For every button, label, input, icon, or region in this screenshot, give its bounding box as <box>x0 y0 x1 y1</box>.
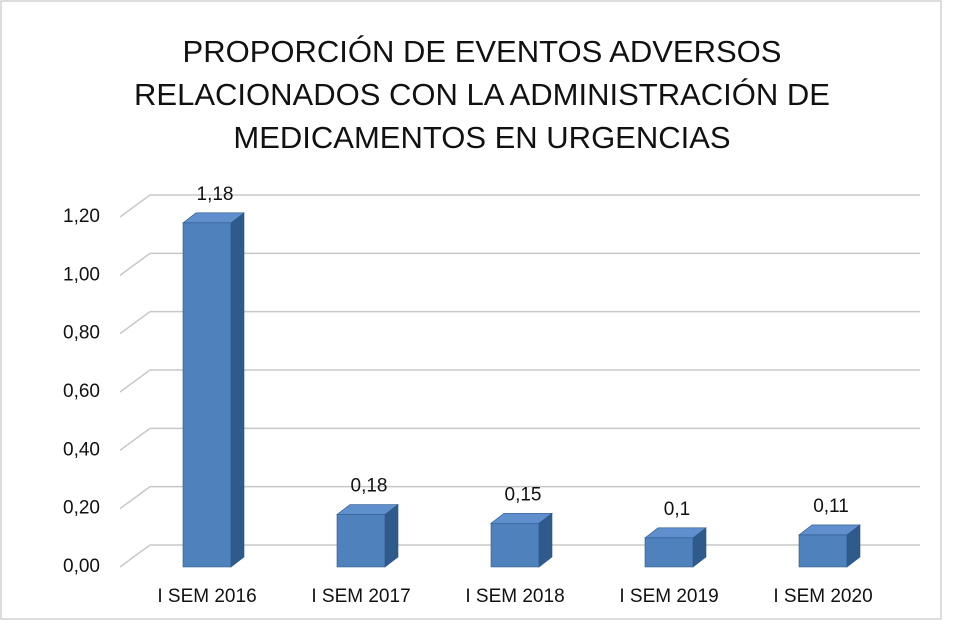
bar-front <box>490 522 540 568</box>
data-label: 0,15 <box>505 484 542 505</box>
x-tick-label: I SEM 2020 <box>773 586 872 607</box>
bar-side <box>230 212 245 568</box>
x-tick-label: I SEM 2016 <box>157 586 256 607</box>
y-tick-label: 1,20 <box>63 206 100 227</box>
y-tick-label: 0,20 <box>63 498 100 519</box>
x-tick-label: I SEM 2017 <box>311 586 410 607</box>
bar <box>182 212 245 568</box>
grid-line <box>119 252 920 276</box>
chart-title: PROPORCIÓN DE EVENTOS ADVERSOS RELACIONA… <box>134 34 830 155</box>
x-tick-label: I SEM 2018 <box>465 586 564 607</box>
bar <box>644 527 707 568</box>
bar <box>336 503 399 568</box>
y-tick-label: 0,80 <box>63 323 100 344</box>
chart-border <box>0 0 942 620</box>
bar <box>490 512 553 568</box>
grid-line <box>119 310 920 335</box>
grid-line <box>119 485 920 510</box>
grid-line <box>119 194 920 218</box>
data-label: 0,11 <box>813 496 849 517</box>
x-tick-label: I SEM 2019 <box>619 586 718 607</box>
bar-front <box>182 222 232 568</box>
bar <box>798 524 861 568</box>
bar-side <box>384 503 399 568</box>
grid-line <box>119 427 920 451</box>
data-label: 0,1 <box>664 499 690 520</box>
data-label: 1,18 <box>197 184 234 205</box>
y-tick-label: 0,00 <box>63 556 100 577</box>
grid-line <box>119 369 920 393</box>
bar-front <box>798 534 848 568</box>
data-label: 0,18 <box>351 476 388 497</box>
y-tick-label: 0,60 <box>63 381 100 402</box>
bar-front <box>336 514 386 568</box>
bar-front <box>644 537 694 568</box>
y-tick-label: 1,00 <box>63 264 100 285</box>
y-tick-label: 0,40 <box>63 439 100 460</box>
